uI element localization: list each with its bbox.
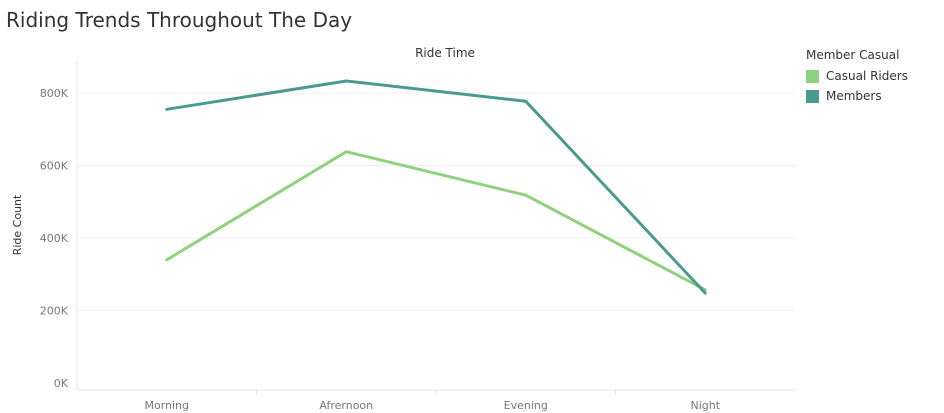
legend-swatch-members bbox=[806, 89, 819, 103]
y-tick-label: 400K bbox=[40, 232, 69, 245]
legend-label-members: Members bbox=[826, 89, 882, 103]
y-axis-ticks: 0K 200K 400K 600K 800K bbox=[40, 87, 69, 390]
x-tick-label: Evening bbox=[504, 399, 548, 412]
y-tick-label: 600K bbox=[40, 160, 69, 173]
x-tick-label: Morning bbox=[144, 399, 189, 412]
x-tick-label: Night bbox=[690, 399, 720, 412]
legend-swatch-casual bbox=[806, 69, 819, 83]
x-axis-ticks: Morning Afrernoon Evening Night bbox=[144, 399, 720, 412]
gridlines bbox=[76, 62, 795, 395]
legend-item-casual[interactable]: Casual Riders bbox=[806, 66, 908, 86]
legend: Member Casual Casual Riders Members bbox=[806, 48, 908, 106]
legend-item-members[interactable]: Members bbox=[806, 86, 908, 106]
legend-title: Member Casual bbox=[806, 48, 900, 62]
y-tick-label: 0K bbox=[54, 377, 69, 390]
series-line-members[interactable] bbox=[165, 79, 707, 295]
legend-label-casual: Casual Riders bbox=[826, 69, 908, 83]
y-axis-label: Ride Count bbox=[11, 194, 24, 255]
series-line-casual-riders[interactable] bbox=[165, 150, 707, 292]
series-lines bbox=[165, 79, 707, 295]
chart-title: Riding Trends Throughout The Day bbox=[6, 8, 353, 32]
y-tick-label: 800K bbox=[40, 87, 69, 100]
x-tick-label: Afrernoon bbox=[319, 399, 373, 412]
column-header: Ride Time bbox=[415, 46, 475, 60]
y-tick-label: 200K bbox=[40, 305, 69, 318]
